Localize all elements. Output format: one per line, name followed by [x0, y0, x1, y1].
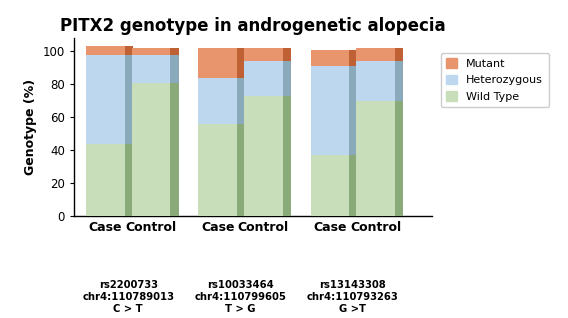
Bar	[283, 61, 291, 96]
Bar	[395, 101, 403, 216]
Text: rs10033464
chr4:110799605
T > G: rs10033464 chr4:110799605 T > G	[195, 280, 286, 314]
Bar	[349, 50, 358, 66]
Bar	[349, 66, 358, 155]
Bar	[244, 48, 283, 61]
Bar	[132, 83, 170, 216]
Bar	[125, 144, 133, 216]
Bar	[86, 55, 125, 144]
Bar	[244, 96, 283, 216]
Bar	[198, 78, 237, 124]
Bar	[198, 48, 237, 78]
Title: PITX2 genotype in androgenetic alopecia: PITX2 genotype in androgenetic alopecia	[60, 17, 445, 35]
Bar	[170, 55, 179, 83]
Bar	[170, 48, 179, 55]
Bar	[170, 83, 179, 216]
Legend: Mutant, Heterozygous, Wild Type: Mutant, Heterozygous, Wild Type	[441, 52, 549, 107]
Bar	[283, 48, 291, 61]
Text: rs13143308
chr4:110793263
G >T: rs13143308 chr4:110793263 G >T	[307, 280, 399, 314]
Bar	[125, 46, 133, 55]
Y-axis label: Genotype (%): Genotype (%)	[24, 79, 37, 175]
Bar	[86, 46, 125, 55]
Bar	[237, 48, 245, 78]
Bar	[349, 155, 358, 216]
Bar	[244, 61, 283, 96]
Bar	[311, 155, 349, 216]
Bar	[311, 66, 349, 155]
Bar	[125, 55, 133, 144]
Bar	[132, 48, 170, 55]
Bar	[237, 78, 245, 124]
Bar	[356, 101, 395, 216]
Bar	[356, 48, 395, 61]
Bar	[395, 48, 403, 61]
Text: rs2200733
chr4:110789013
C > T: rs2200733 chr4:110789013 C > T	[82, 280, 174, 314]
Bar	[198, 124, 237, 216]
Bar	[356, 61, 395, 101]
Bar	[86, 144, 125, 216]
Bar	[132, 55, 170, 83]
Bar	[283, 96, 291, 216]
Bar	[395, 61, 403, 101]
Bar	[237, 124, 245, 216]
Bar	[311, 50, 349, 66]
